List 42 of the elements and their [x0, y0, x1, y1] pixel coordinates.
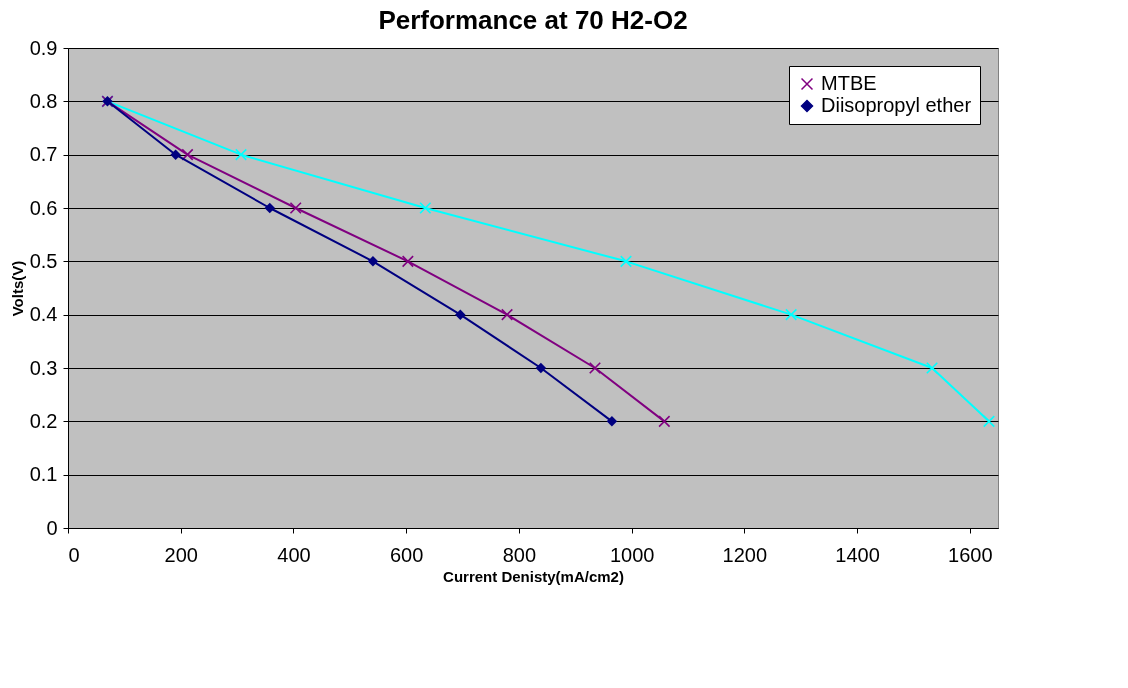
point: [926, 361, 939, 375]
x-axis-title: Current Denisty(mA/cm2): [443, 567, 624, 585]
point: [501, 308, 514, 321]
x-tick-label: 800: [502, 543, 537, 566]
y-tick-label: 0.6: [29, 196, 58, 219]
y-tick-label: 0.9: [29, 36, 58, 59]
y-tick-label: 0.2: [29, 409, 58, 432]
x-tick-label: 400: [277, 543, 311, 566]
point: [289, 201, 302, 215]
y-tick-label: 0: [46, 516, 58, 539]
x-tick-label: 0: [68, 543, 80, 566]
y-tick-label: 0.7: [29, 143, 58, 166]
x-tick-label: 1200: [722, 543, 768, 566]
point: [606, 416, 618, 427]
point: [367, 256, 379, 267]
point: [455, 309, 466, 320]
y-tick-label: 0.8: [29, 89, 58, 112]
y-axis-title: Volts(V): [8, 260, 26, 317]
point: [535, 362, 547, 374]
point: [982, 415, 996, 428]
chart-title: Performance at 70 H2-O2: [378, 5, 688, 35]
point: [181, 148, 194, 161]
y-tick-label: 0.3: [29, 356, 58, 379]
x-tick-label: 200: [164, 543, 198, 566]
y-tick-label: 0.1: [29, 463, 58, 486]
point: [264, 202, 276, 214]
point: [401, 255, 414, 268]
x-tick-label: 1000: [609, 543, 655, 566]
point: [619, 255, 633, 268]
x-tick-label: 1600: [948, 543, 993, 566]
point: [658, 415, 671, 428]
legend-label: Diisopropyl ether: [821, 94, 972, 116]
x-tick-label: 1400: [835, 543, 880, 566]
point: [170, 149, 181, 160]
y-tick-label: 0.4: [29, 303, 58, 326]
point: [419, 201, 432, 215]
legend-label: MTBE: [821, 72, 877, 94]
y-tick-label: 0.5: [29, 249, 58, 272]
point: [588, 361, 602, 375]
point: [234, 148, 248, 161]
x-tick-label: 600: [389, 543, 424, 566]
point: [785, 308, 798, 321]
